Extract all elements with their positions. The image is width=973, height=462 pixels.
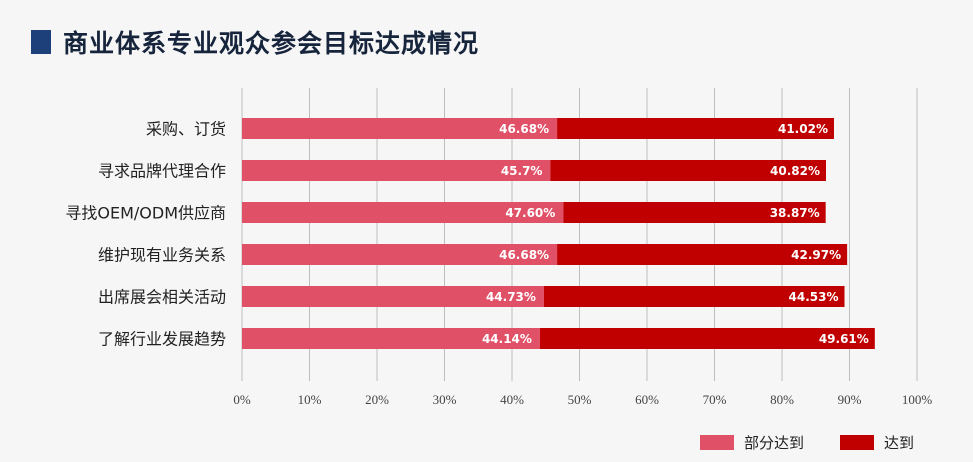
data-label-partial: 44.14% — [482, 332, 532, 346]
x-tick-label: 10% — [298, 392, 322, 407]
chart-title: 商业体系专业观众参会目标达成情况 — [63, 29, 480, 58]
chart-title-block: 商业体系专业观众参会目标达成情况 — [31, 24, 479, 60]
category-label: 维护现有业务关系 — [98, 246, 226, 265]
data-label-achieved: 38.87% — [770, 206, 820, 220]
data-label-partial: 45.7% — [501, 164, 543, 178]
bar-achieved — [543, 286, 845, 307]
x-tick-label: 50% — [568, 392, 592, 407]
legend-label-partial: 部分达到 — [744, 434, 805, 452]
legend-swatch-achieved — [840, 435, 875, 450]
x-tick-label: 40% — [500, 392, 524, 407]
data-label-partial: 44.73% — [486, 290, 536, 304]
x-tick-label: 0% — [233, 392, 251, 407]
data-label-achieved: 42.97% — [791, 248, 841, 262]
data-label-partial: 46.68% — [499, 122, 549, 136]
x-tick-label: 20% — [365, 392, 389, 407]
x-tick-label: 70% — [703, 392, 727, 407]
bar-partial — [242, 244, 558, 265]
legend-item-partial: 部分达到 — [700, 432, 804, 453]
data-label-achieved: 40.82% — [770, 164, 820, 178]
category-label: 采购、订货 — [146, 120, 226, 139]
data-label-achieved: 44.53% — [789, 290, 839, 304]
bar-partial — [242, 328, 540, 349]
legend: 部分达到 达到 — [700, 432, 950, 453]
legend-label-achieved: 达到 — [884, 434, 915, 452]
bar-partial — [242, 286, 544, 307]
x-tick-label: 90% — [838, 392, 862, 407]
bar-achieved — [550, 160, 827, 181]
bar-partial — [242, 202, 564, 223]
bar-achieved — [539, 328, 875, 349]
title-square-icon — [31, 30, 51, 54]
legend-item-achieved: 达到 — [840, 432, 914, 453]
category-label: 出席展会相关活动 — [98, 288, 226, 307]
x-tick-label: 80% — [770, 392, 794, 407]
category-label: 了解行业发展趋势 — [98, 330, 226, 349]
data-label-partial: 46.68% — [499, 248, 549, 262]
bar-partial — [242, 160, 551, 181]
legend-swatch-partial — [700, 435, 734, 450]
data-label-achieved: 41.02% — [778, 122, 828, 136]
x-tick-label: 30% — [433, 392, 457, 407]
data-label-achieved: 49.61% — [819, 332, 869, 346]
category-label: 寻找OEM/ODM供应商 — [65, 204, 226, 223]
bar-achieved — [557, 118, 834, 139]
x-tick-label: 100% — [902, 392, 933, 407]
bar-achieved — [563, 202, 826, 223]
category-label: 寻求品牌代理合作 — [98, 162, 226, 181]
x-tick-label: 60% — [635, 392, 659, 407]
bar-achieved — [557, 244, 848, 265]
data-label-partial: 47.60% — [505, 206, 555, 220]
bar-partial — [242, 118, 558, 139]
